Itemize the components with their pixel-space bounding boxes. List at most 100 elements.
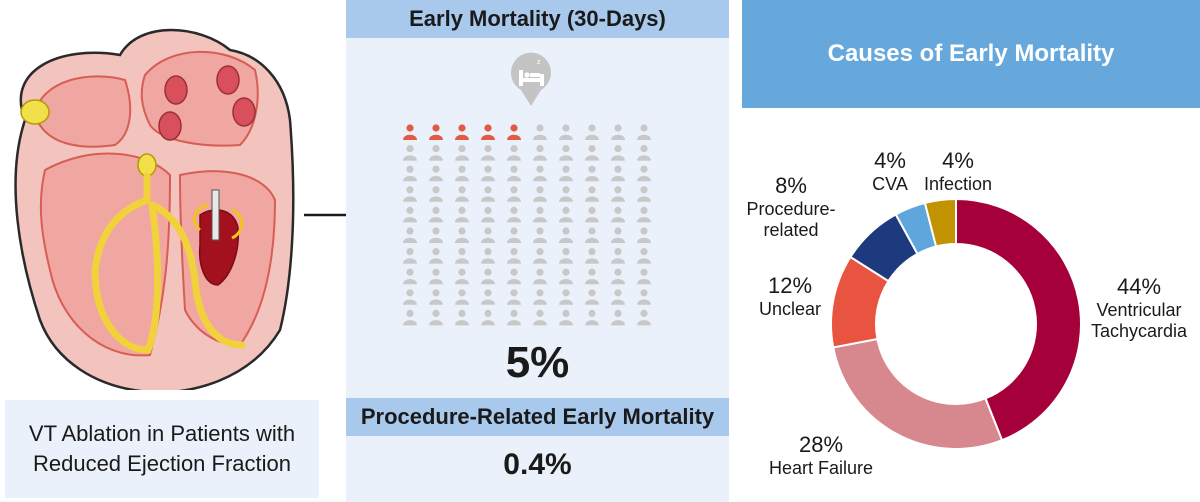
person-icon (429, 309, 443, 326)
person-icon (637, 268, 651, 285)
person-icon (507, 186, 521, 202)
person-icon (507, 165, 521, 182)
person-icon (559, 309, 573, 326)
person-icon (403, 268, 417, 285)
person-icon (611, 289, 625, 305)
person-icon (533, 227, 547, 243)
study-label-box: VT Ablation in Patients with Reduced Eje… (5, 400, 319, 498)
person-icon (403, 248, 417, 264)
person-icon (455, 289, 469, 305)
donut-label-percent: 4% (942, 148, 974, 173)
person-icon (637, 227, 651, 243)
person-icon (481, 206, 495, 223)
study-label-line-1: VT Ablation in Patients with (28, 421, 296, 446)
donut-label-name: Heart Failure (769, 458, 873, 478)
person-icon (455, 145, 469, 161)
person-icon (533, 248, 547, 264)
person-icon (481, 145, 495, 161)
person-icon (637, 289, 651, 305)
person-icon (559, 289, 573, 305)
person-icon (403, 227, 417, 243)
person-icon (403, 206, 417, 223)
person-icon (533, 206, 547, 223)
sinus-node (20, 99, 50, 125)
person-icon (637, 248, 651, 264)
person-icon (481, 289, 495, 305)
pulmonary-vein-3 (158, 111, 182, 141)
scar-region (198, 209, 240, 286)
person-icon (559, 165, 573, 182)
person-icon (481, 309, 495, 326)
person-icon (455, 227, 469, 243)
person-icon (585, 145, 599, 161)
heart-illustration (14, 28, 295, 390)
donut-label-percent: 8% (775, 173, 807, 198)
person-icon (429, 268, 443, 285)
donut-label-percent: 28% (799, 432, 843, 457)
person-icon (559, 206, 573, 223)
person-icon (429, 145, 443, 161)
heart-atrium-left (33, 75, 132, 148)
person-icon (429, 227, 443, 243)
person-icon-highlighted (403, 124, 417, 140)
person-icon (637, 206, 651, 223)
person-icon (637, 165, 651, 182)
person-icon (585, 227, 599, 243)
person-icon (585, 289, 599, 305)
donut-label-name: Procedure- (746, 199, 835, 219)
causes-title: Causes of Early Mortality (742, 0, 1200, 108)
person-icon (585, 309, 599, 326)
person-icon (481, 186, 495, 202)
early-mortality-panel: Early Mortality (30-Days) z 5% Procedure… (346, 0, 729, 502)
person-icon (455, 186, 469, 202)
person-icon (455, 165, 469, 182)
person-icon (429, 248, 443, 264)
ablation-arrow-right (231, 208, 244, 240)
person-icon (507, 268, 521, 285)
person-icon (507, 248, 521, 264)
person-icon (403, 289, 417, 305)
person-icon (481, 268, 495, 285)
person-icon-highlighted (481, 124, 495, 140)
person-icon (559, 124, 573, 140)
person-icon (533, 124, 547, 140)
person-icon (637, 186, 651, 202)
person-icon (481, 165, 495, 182)
person-icon (403, 145, 417, 161)
person-icon (455, 206, 469, 223)
person-icon (507, 145, 521, 161)
pulmonary-vein-1 (164, 75, 188, 105)
person-icon (611, 227, 625, 243)
person-icon (611, 248, 625, 264)
person-icon (533, 289, 547, 305)
ablation-arrow-left (192, 203, 209, 232)
donut-label-percent: 4% (874, 148, 906, 173)
svg-text:z: z (537, 59, 541, 66)
donut-label-name: Unclear (759, 299, 821, 319)
person-icon (533, 268, 547, 285)
donut-label-name: related (763, 220, 818, 240)
donut-label-name: Tachycardia (1091, 321, 1188, 341)
ablation-catheter (211, 189, 220, 241)
person-icon (559, 248, 573, 264)
person-icon (455, 309, 469, 326)
donut-label-percent: 44% (1117, 274, 1161, 299)
person-icon (429, 186, 443, 202)
procedure-related-title: Procedure-Related Early Mortality (346, 398, 729, 436)
conduction-bundle (91, 172, 246, 354)
donut-label-name: CVA (872, 174, 908, 194)
person-icon (533, 309, 547, 326)
person-icon (455, 248, 469, 264)
study-label-line-2: Reduced Ejection Fraction (32, 451, 291, 476)
donut-slice-ventricular-tachycardia (955, 197, 1082, 442)
person-icon (637, 145, 651, 161)
person-icon (429, 165, 443, 182)
person-icon (429, 289, 443, 305)
person-icon (611, 268, 625, 285)
person-icon (585, 124, 599, 140)
person-icon (429, 206, 443, 223)
early-mortality-title: Early Mortality (30-Days) (346, 0, 729, 38)
person-icon (585, 248, 599, 264)
